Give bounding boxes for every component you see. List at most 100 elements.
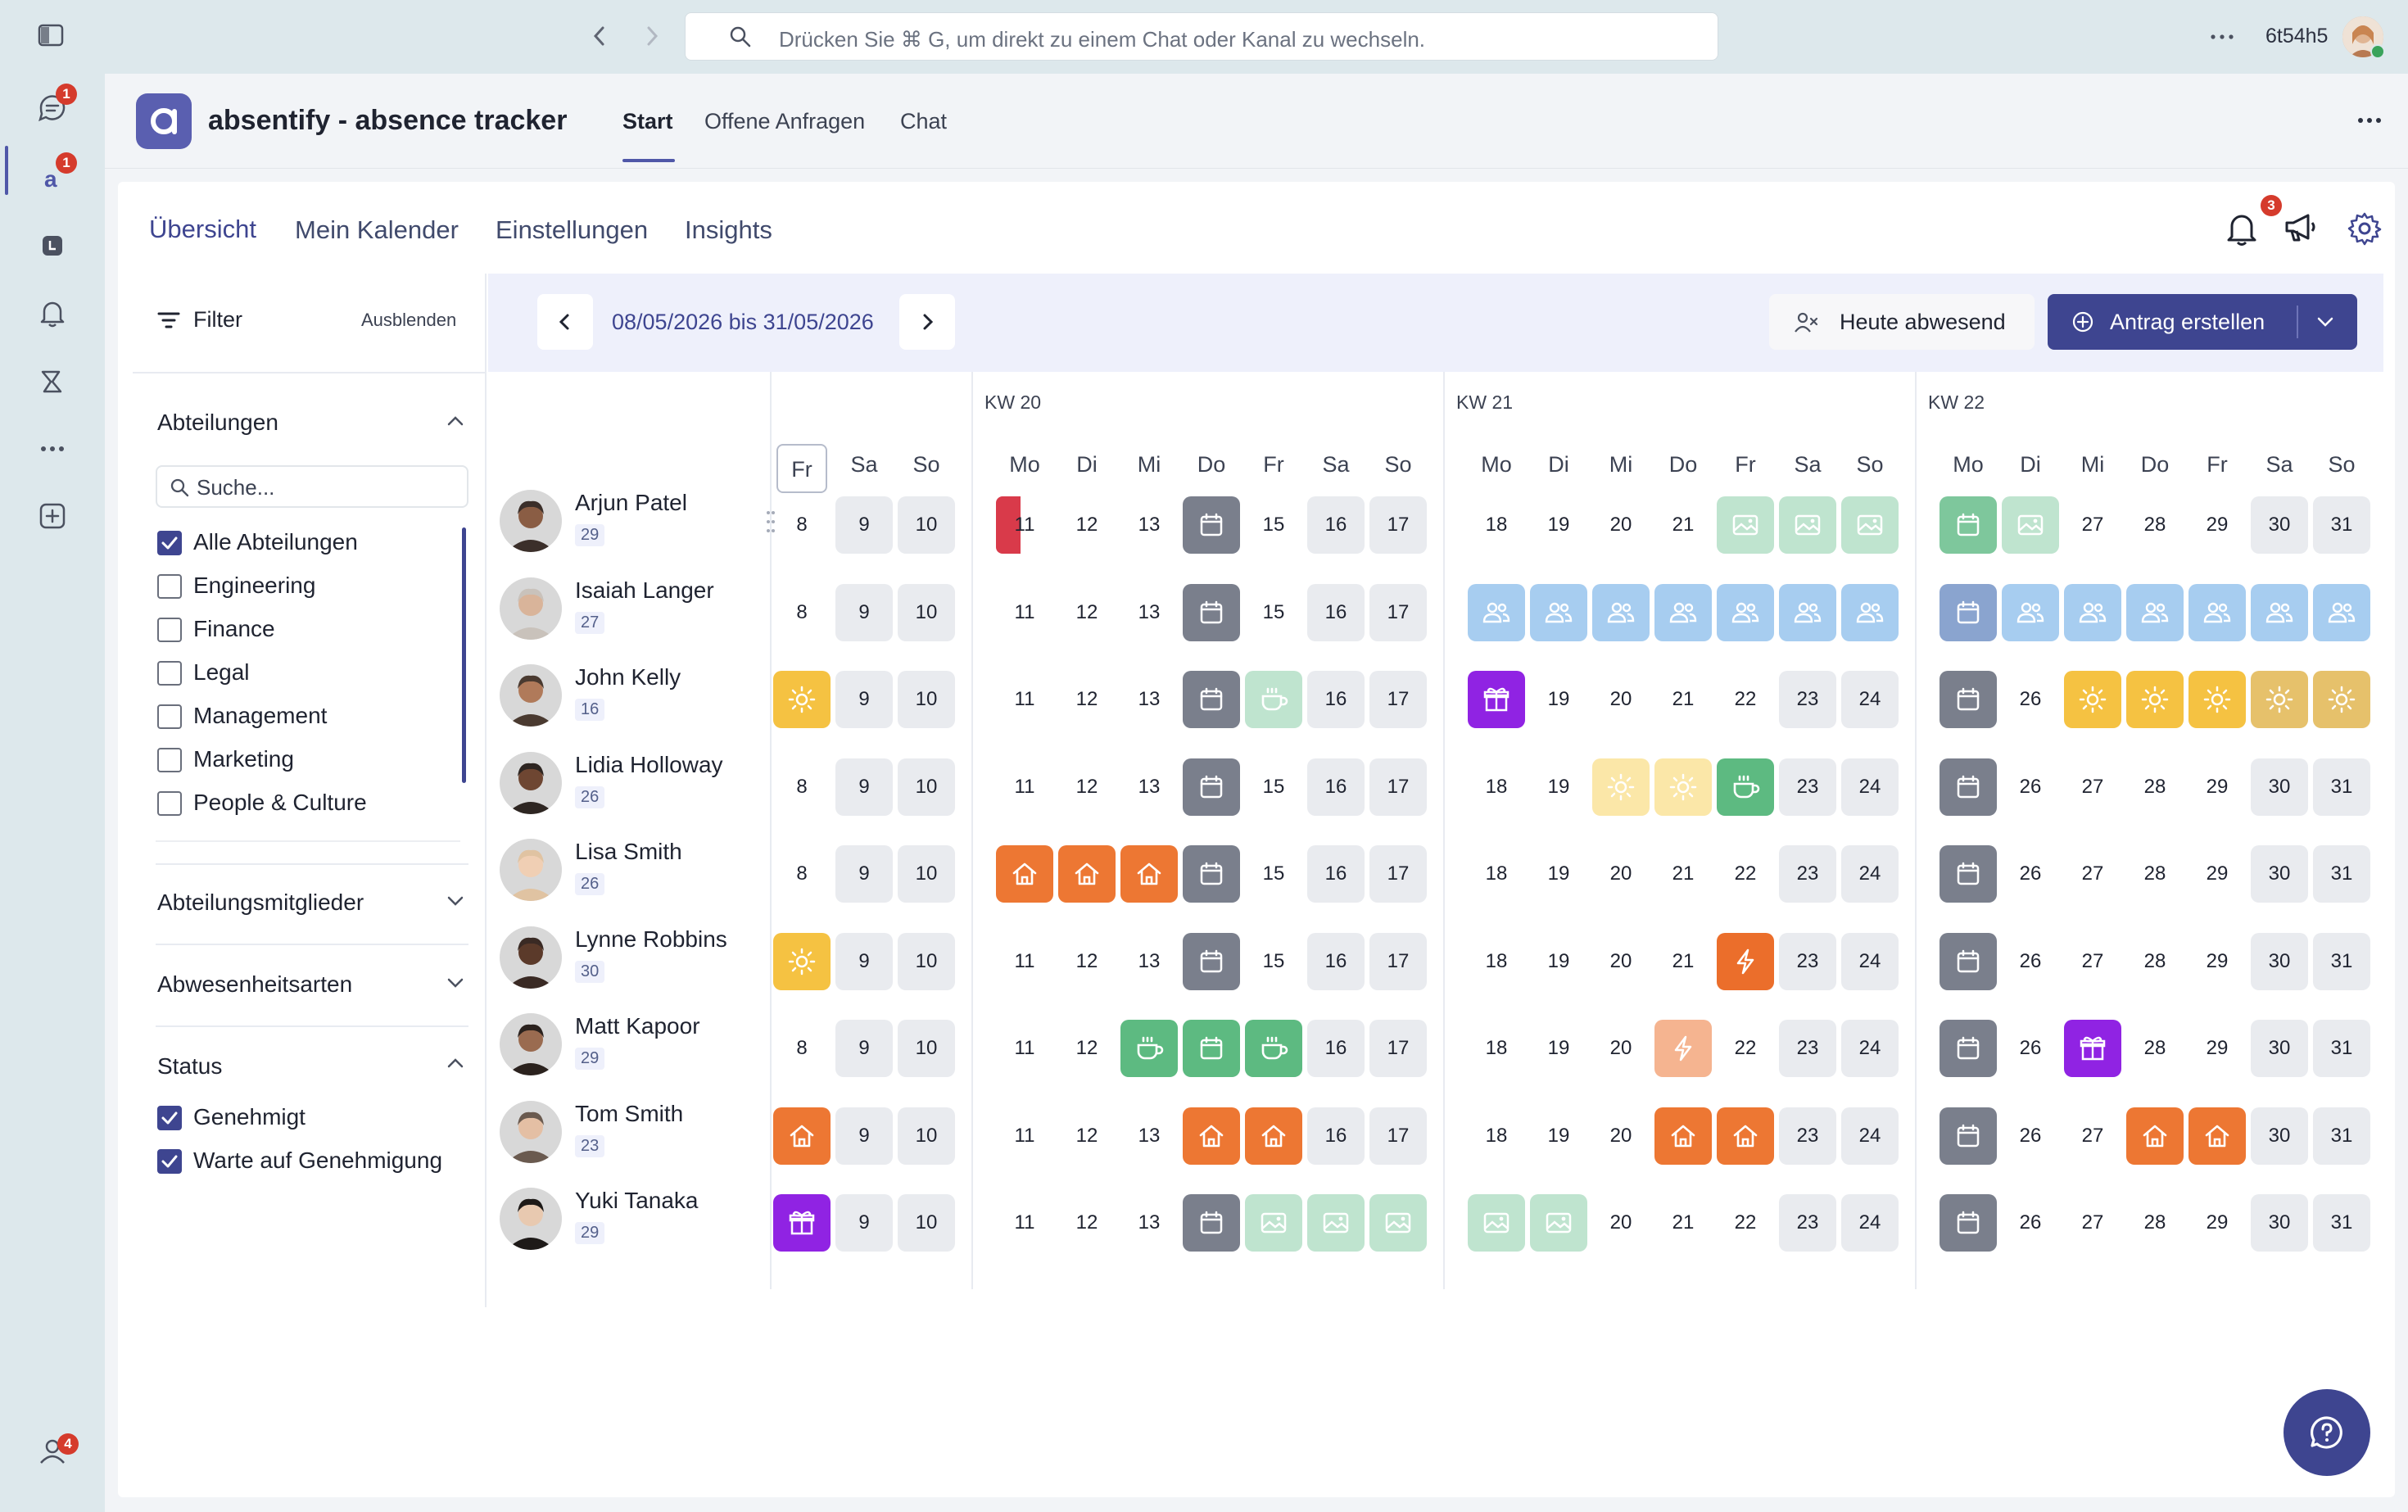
day-cell[interactable]: 31 [2313, 1107, 2370, 1165]
day-cell[interactable]: 26 [2002, 758, 2059, 816]
holiday-cell[interactable] [1940, 932, 1997, 990]
day-cell[interactable]: 19 [1530, 671, 1587, 728]
day-cell[interactable]: 31 [2313, 932, 2370, 990]
absent-today-button[interactable]: Heute abwesend [1769, 294, 2035, 350]
homeoffice-cell[interactable] [1654, 1107, 1712, 1165]
department-checkbox[interactable] [157, 704, 182, 729]
day-cell[interactable]: 19 [1530, 845, 1587, 903]
day-cell[interactable]: 29 [2188, 933, 2246, 990]
day-cell[interactable]: 12 [1058, 1020, 1116, 1077]
training-pending-cell[interactable] [2002, 496, 2059, 554]
absence-types-heading[interactable]: Abwesenheitsarten [157, 971, 353, 997]
department-checkbox[interactable] [157, 748, 182, 772]
day-cell[interactable]: 13 [1120, 584, 1178, 641]
day-cell[interactable]: 30 [2251, 1020, 2308, 1077]
day-cell[interactable]: 12 [1058, 496, 1116, 554]
day-cell[interactable]: 28 [2126, 1194, 2184, 1252]
day-cell[interactable]: 12 [1058, 1194, 1116, 1252]
homeoffice-cell[interactable] [1717, 1107, 1774, 1165]
birthday-cell[interactable] [2064, 1020, 2121, 1077]
day-cell[interactable]: 30 [2251, 932, 2308, 990]
scrollbar[interactable] [462, 527, 466, 783]
person-row-header[interactable]: Lidia Holloway 26 [500, 751, 770, 834]
subtab-einstellungen[interactable]: Einstellungen [496, 215, 649, 244]
day-cell[interactable]: 30 [2251, 1107, 2308, 1165]
day-cell[interactable]: 8 [773, 758, 831, 816]
day-cell[interactable]: 20 [1592, 1020, 1650, 1077]
day-cell[interactable]: 9 [835, 1107, 893, 1165]
day-cell[interactable]: 24 [1841, 1194, 1899, 1252]
training-cell[interactable] [1245, 1020, 1302, 1077]
day-cell[interactable]: 9 [835, 671, 893, 728]
day-cell[interactable]: 23 [1779, 671, 1836, 728]
day-cell[interactable]: 19 [1530, 496, 1587, 554]
tab-start[interactable]: Start [622, 109, 673, 134]
training-pending-cell[interactable] [1307, 1194, 1365, 1252]
sidebar-toggle-icon[interactable] [38, 23, 64, 48]
person-row-header[interactable]: Arjun Patel 29 [500, 490, 770, 572]
day-cell[interactable]: 20 [1592, 671, 1650, 728]
training-pending-cell[interactable] [1369, 1194, 1427, 1252]
day-cell[interactable]: 18 [1468, 496, 1525, 554]
day-cell[interactable]: 17 [1369, 583, 1427, 641]
meeting-cell[interactable] [2313, 583, 2370, 641]
birthday-cell[interactable] [773, 1194, 831, 1252]
members-heading[interactable]: Abteilungsmitglieder [157, 890, 364, 915]
tab-offene-anfragen[interactable]: Offene Anfragen [704, 109, 866, 134]
department-checkbox[interactable] [157, 661, 182, 686]
meeting-cell[interactable] [2064, 583, 2121, 641]
meeting-cell[interactable] [1841, 583, 1899, 641]
day-cell[interactable]: 16 [1307, 932, 1365, 990]
sick-half-day-cell[interactable]: 11 [996, 496, 1053, 554]
help-chat-button[interactable] [2284, 1389, 2370, 1476]
meeting-cell[interactable] [1654, 583, 1712, 641]
holiday-cell[interactable] [1183, 496, 1240, 554]
expand-chevron-icon[interactable] [446, 893, 465, 909]
vacation-cell[interactable] [2188, 671, 2246, 728]
bell-icon[interactable] [31, 292, 74, 334]
birthday-cell[interactable] [1468, 671, 1525, 728]
day-cell[interactable]: 28 [2126, 758, 2184, 816]
chat-icon[interactable] [31, 87, 74, 129]
day-cell[interactable]: 10 [898, 932, 955, 990]
day-cell[interactable]: 9 [835, 845, 893, 903]
vacation-pending-cell[interactable] [1654, 758, 1712, 816]
day-cell[interactable]: 11 [996, 1020, 1053, 1077]
day-cell[interactable]: 20 [1592, 1107, 1650, 1165]
day-cell[interactable]: 13 [1120, 1107, 1178, 1165]
day-cell[interactable]: 9 [835, 496, 893, 554]
day-cell[interactable]: 13 [1120, 496, 1178, 554]
vacation-cell[interactable] [773, 932, 831, 990]
day-cell[interactable]: 19 [1530, 933, 1587, 990]
status-checkbox[interactable] [157, 1106, 182, 1130]
holiday-cell[interactable] [1183, 671, 1240, 728]
special-leave-cell[interactable] [1717, 932, 1774, 990]
day-cell[interactable]: 21 [1654, 671, 1712, 728]
day-cell[interactable]: 26 [2002, 671, 2059, 728]
expand-chevron-icon[interactable] [446, 975, 465, 991]
day-cell[interactable]: 16 [1307, 845, 1365, 903]
day-cell[interactable]: 20 [1592, 933, 1650, 990]
day-cell[interactable]: 12 [1058, 758, 1116, 816]
holiday-cell[interactable] [1940, 583, 1997, 641]
meeting-cell[interactable] [2126, 583, 2184, 641]
day-cell[interactable]: 22 [1717, 845, 1774, 903]
day-cell[interactable]: 15 [1245, 496, 1302, 554]
day-cell[interactable]: 24 [1841, 671, 1899, 728]
meeting-cell[interactable] [2188, 583, 2246, 641]
day-cell[interactable]: 9 [835, 1020, 893, 1077]
day-cell[interactable]: 20 [1592, 496, 1650, 554]
holiday-cell[interactable] [1940, 496, 1997, 554]
day-cell[interactable]: 23 [1779, 932, 1836, 990]
day-cell[interactable]: 16 [1307, 496, 1365, 554]
day-cell[interactable]: 13 [1120, 758, 1178, 816]
day-cell[interactable]: 30 [2251, 496, 2308, 554]
vacation-cell[interactable] [2313, 671, 2370, 728]
meeting-cell[interactable] [1779, 583, 1836, 641]
holiday-cell[interactable] [1940, 1020, 1997, 1077]
day-cell[interactable]: 31 [2313, 496, 2370, 554]
collapse-chevron-icon[interactable] [446, 413, 465, 429]
forward-arrow-icon[interactable] [644, 23, 660, 49]
notification-bell-icon[interactable] [2225, 210, 2259, 247]
holiday-cell[interactable] [1183, 845, 1240, 903]
